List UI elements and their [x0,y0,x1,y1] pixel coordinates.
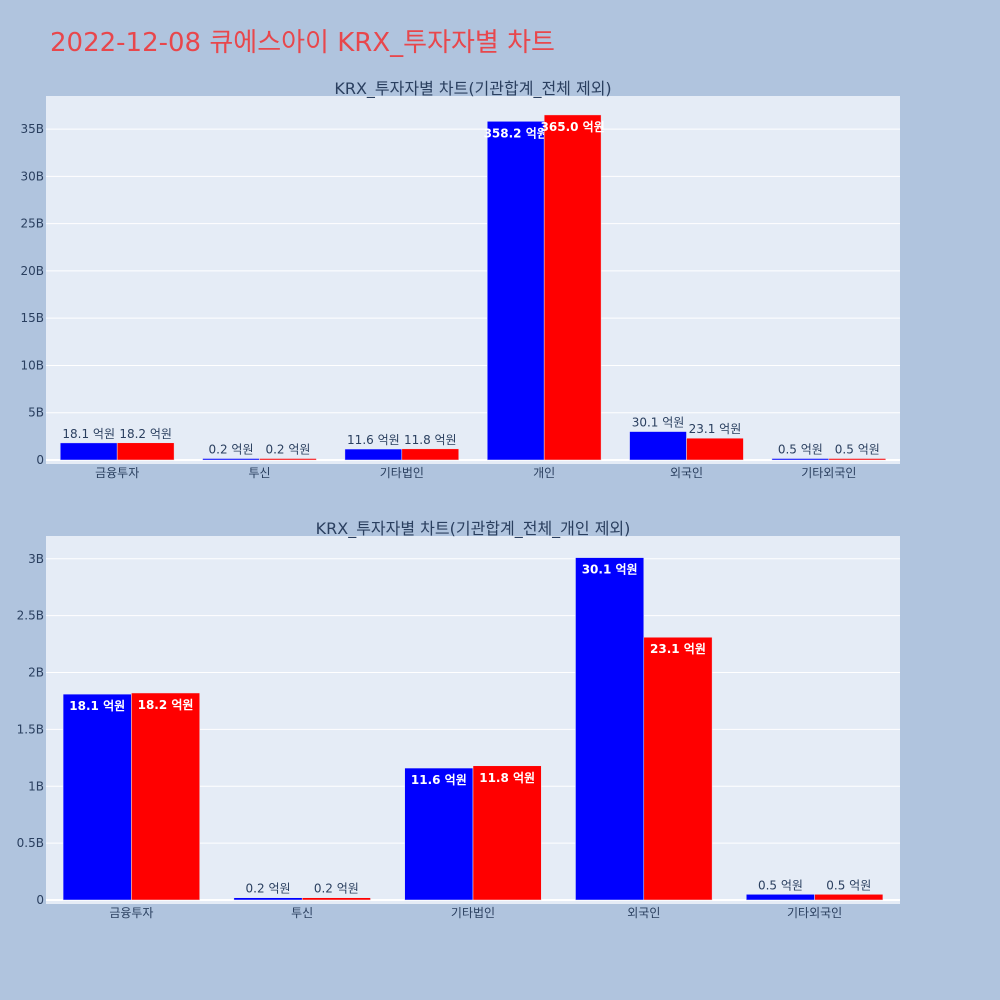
bar [771,458,830,461]
data-label: 0.5 억원 [826,878,871,892]
bar [828,458,887,461]
data-label: 30.1 억원 [582,563,638,577]
x-tick-label: 투신 [248,466,270,480]
y-tick-label: 1.5B [17,722,44,736]
bar [301,897,371,901]
bar [344,448,403,461]
y-tick-label: 0.5B [17,836,44,850]
data-label: 30.1 억원 [632,416,685,430]
y-tick-label: 2B [28,666,44,680]
x-tick-label: 투신 [291,906,313,920]
bar [486,121,545,461]
x-tick-label: 금융투자 [109,906,153,920]
data-label: 11.8 억원 [479,771,535,785]
bar [543,114,602,461]
bar [746,894,815,901]
data-label: 18.1 억원 [62,427,115,441]
bar [643,636,713,901]
data-label: 0.5 억원 [835,443,880,457]
y-tick-label: 10B [20,358,44,372]
data-label: 11.6 억원 [347,433,400,447]
bar [131,692,200,901]
data-label: 23.1 억원 [689,422,742,436]
y-tick-label: 20B [20,264,44,278]
data-label: 18.2 억원 [119,427,172,441]
data-label: 11.8 억원 [404,433,457,447]
data-label: 365.0 억원 [541,120,605,134]
y-tick-label: 1B [28,779,44,793]
x-tick-label: 기타법인 [380,466,424,480]
data-label: 23.1 억원 [650,642,706,656]
bar [814,894,884,901]
bar [404,767,474,901]
page-title: 2022-12-08 큐에스아이 KRX_투자자별 차트 [50,28,555,58]
x-tick-label: 기타법인 [451,906,495,920]
bar [259,458,317,461]
bar [575,557,645,901]
data-label: 0.2 억원 [209,443,254,457]
x-tick-label: 외국인 [627,906,660,920]
bar [202,458,260,461]
x-tick-label: 기타외국인 [787,906,842,920]
chart-title: KRX_투자자별 차트(기관합계_전체_개인 제외) [316,519,631,539]
data-label: 0.5 억원 [758,878,803,892]
data-label: 358.2 억원 [484,126,548,140]
bar [401,448,460,461]
bar [116,442,175,461]
y-tick-label: 30B [20,169,44,183]
bar [629,431,687,461]
bar [472,765,542,901]
y-tick-label: 15B [20,311,44,325]
y-tick-label: 0 [36,893,44,907]
bar [233,897,303,901]
data-label: 0.2 억원 [265,443,310,457]
y-tick-label: 35B [20,122,44,136]
data-label: 11.6 억원 [411,773,467,787]
y-tick-label: 5B [28,406,44,420]
y-tick-label: 25B [20,217,44,231]
bar [59,442,118,461]
x-tick-label: 금융투자 [95,466,139,480]
bar [686,437,744,461]
data-label: 18.1 억원 [69,699,125,713]
x-tick-label: 개인 [533,466,555,480]
y-tick-label: 0 [36,453,44,467]
x-tick-label: 기타외국인 [801,466,856,480]
plot-area-1 [46,96,900,464]
y-tick-label: 2.5B [17,609,44,623]
data-label: 18.2 억원 [138,698,194,712]
x-tick-label: 외국인 [670,466,703,480]
chart-title: KRX_투자자별 차트(기관합계_전체 제외) [334,79,611,99]
data-label: 0.2 억원 [314,882,359,896]
data-label: 0.5 억원 [778,443,823,457]
data-label: 0.2 억원 [246,882,291,896]
y-tick-label: 3B [28,552,44,566]
bar [62,693,132,901]
